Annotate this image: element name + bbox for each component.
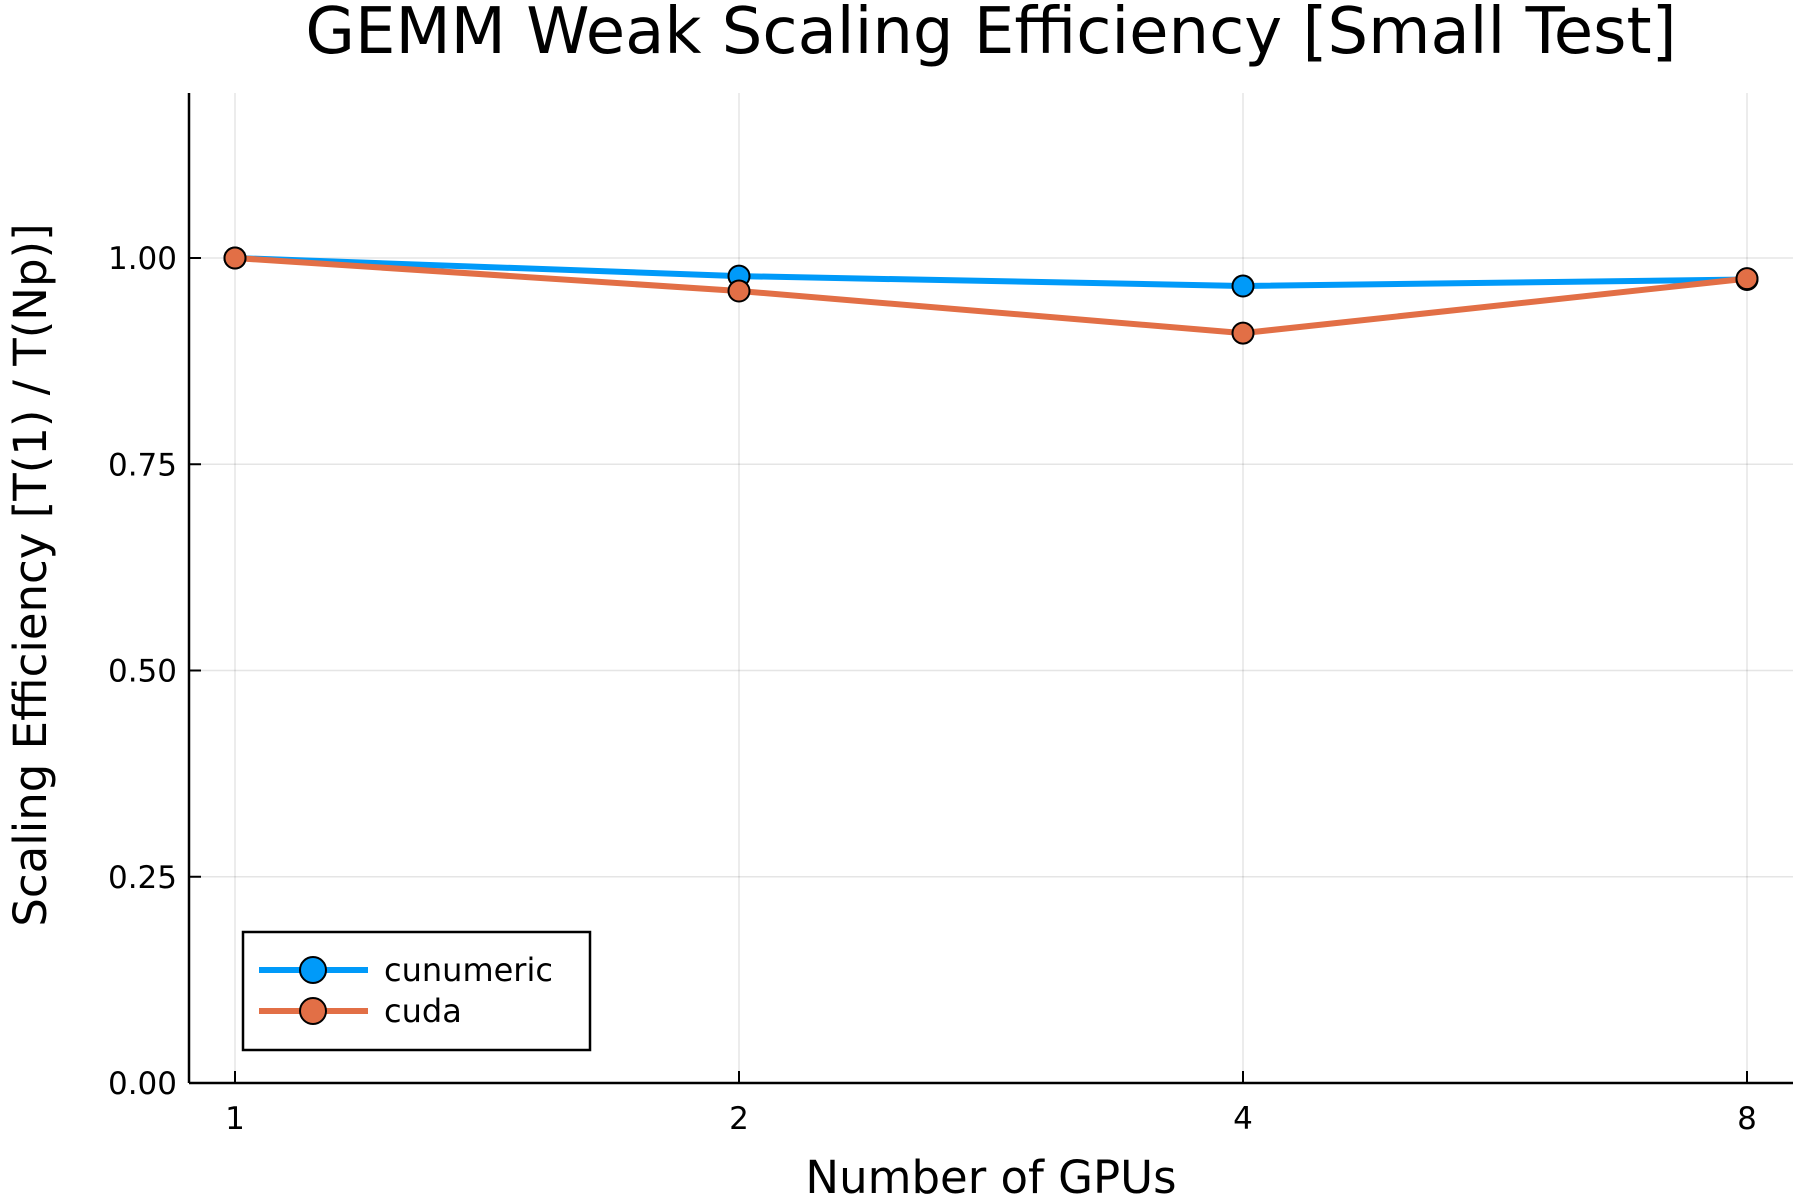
x-tick-label: 4	[1233, 1101, 1253, 1137]
series-line-cunumeric	[234, 255, 1748, 289]
x-axis-label: Number of GPUs	[805, 1151, 1176, 1200]
data-point-cuda	[727, 279, 751, 303]
series-line-cuda	[234, 255, 1748, 337]
y-axis-label: Scaling Efficiency [T(1) / T(Np)]	[4, 223, 57, 926]
x-tick-label: 2	[729, 1101, 749, 1137]
y-tick-label: 1.00	[108, 241, 177, 277]
x-ticks: 1 2 4 8	[225, 1071, 1757, 1137]
data-point-cuda	[223, 246, 247, 270]
data-point-cunumeric	[1231, 274, 1255, 298]
data-point-cuda	[1735, 267, 1759, 291]
series-group	[223, 246, 1759, 345]
legend-label-cunumeric: cunumeric	[384, 951, 553, 989]
chart-title: GEMM Weak Scaling Efficiency [Small Test…	[305, 0, 1676, 69]
x-tick-label: 1	[225, 1101, 245, 1137]
x-tick-label: 8	[1737, 1101, 1757, 1137]
y-tick-label: 0.50	[108, 654, 177, 690]
legend-box	[241, 930, 592, 1052]
y-tick-label: 0.25	[108, 860, 177, 896]
legend-marker-cunumeric	[299, 956, 327, 984]
y-ticks: 0.00 0.25 0.50 0.75 1.00	[108, 241, 201, 1102]
data-point-cuda	[1231, 321, 1255, 345]
y-tick-label: 0.00	[108, 1066, 177, 1102]
legend-marker-cuda	[299, 997, 327, 1025]
legend-label-cuda: cuda	[384, 992, 462, 1030]
y-tick-label: 0.75	[108, 447, 177, 483]
